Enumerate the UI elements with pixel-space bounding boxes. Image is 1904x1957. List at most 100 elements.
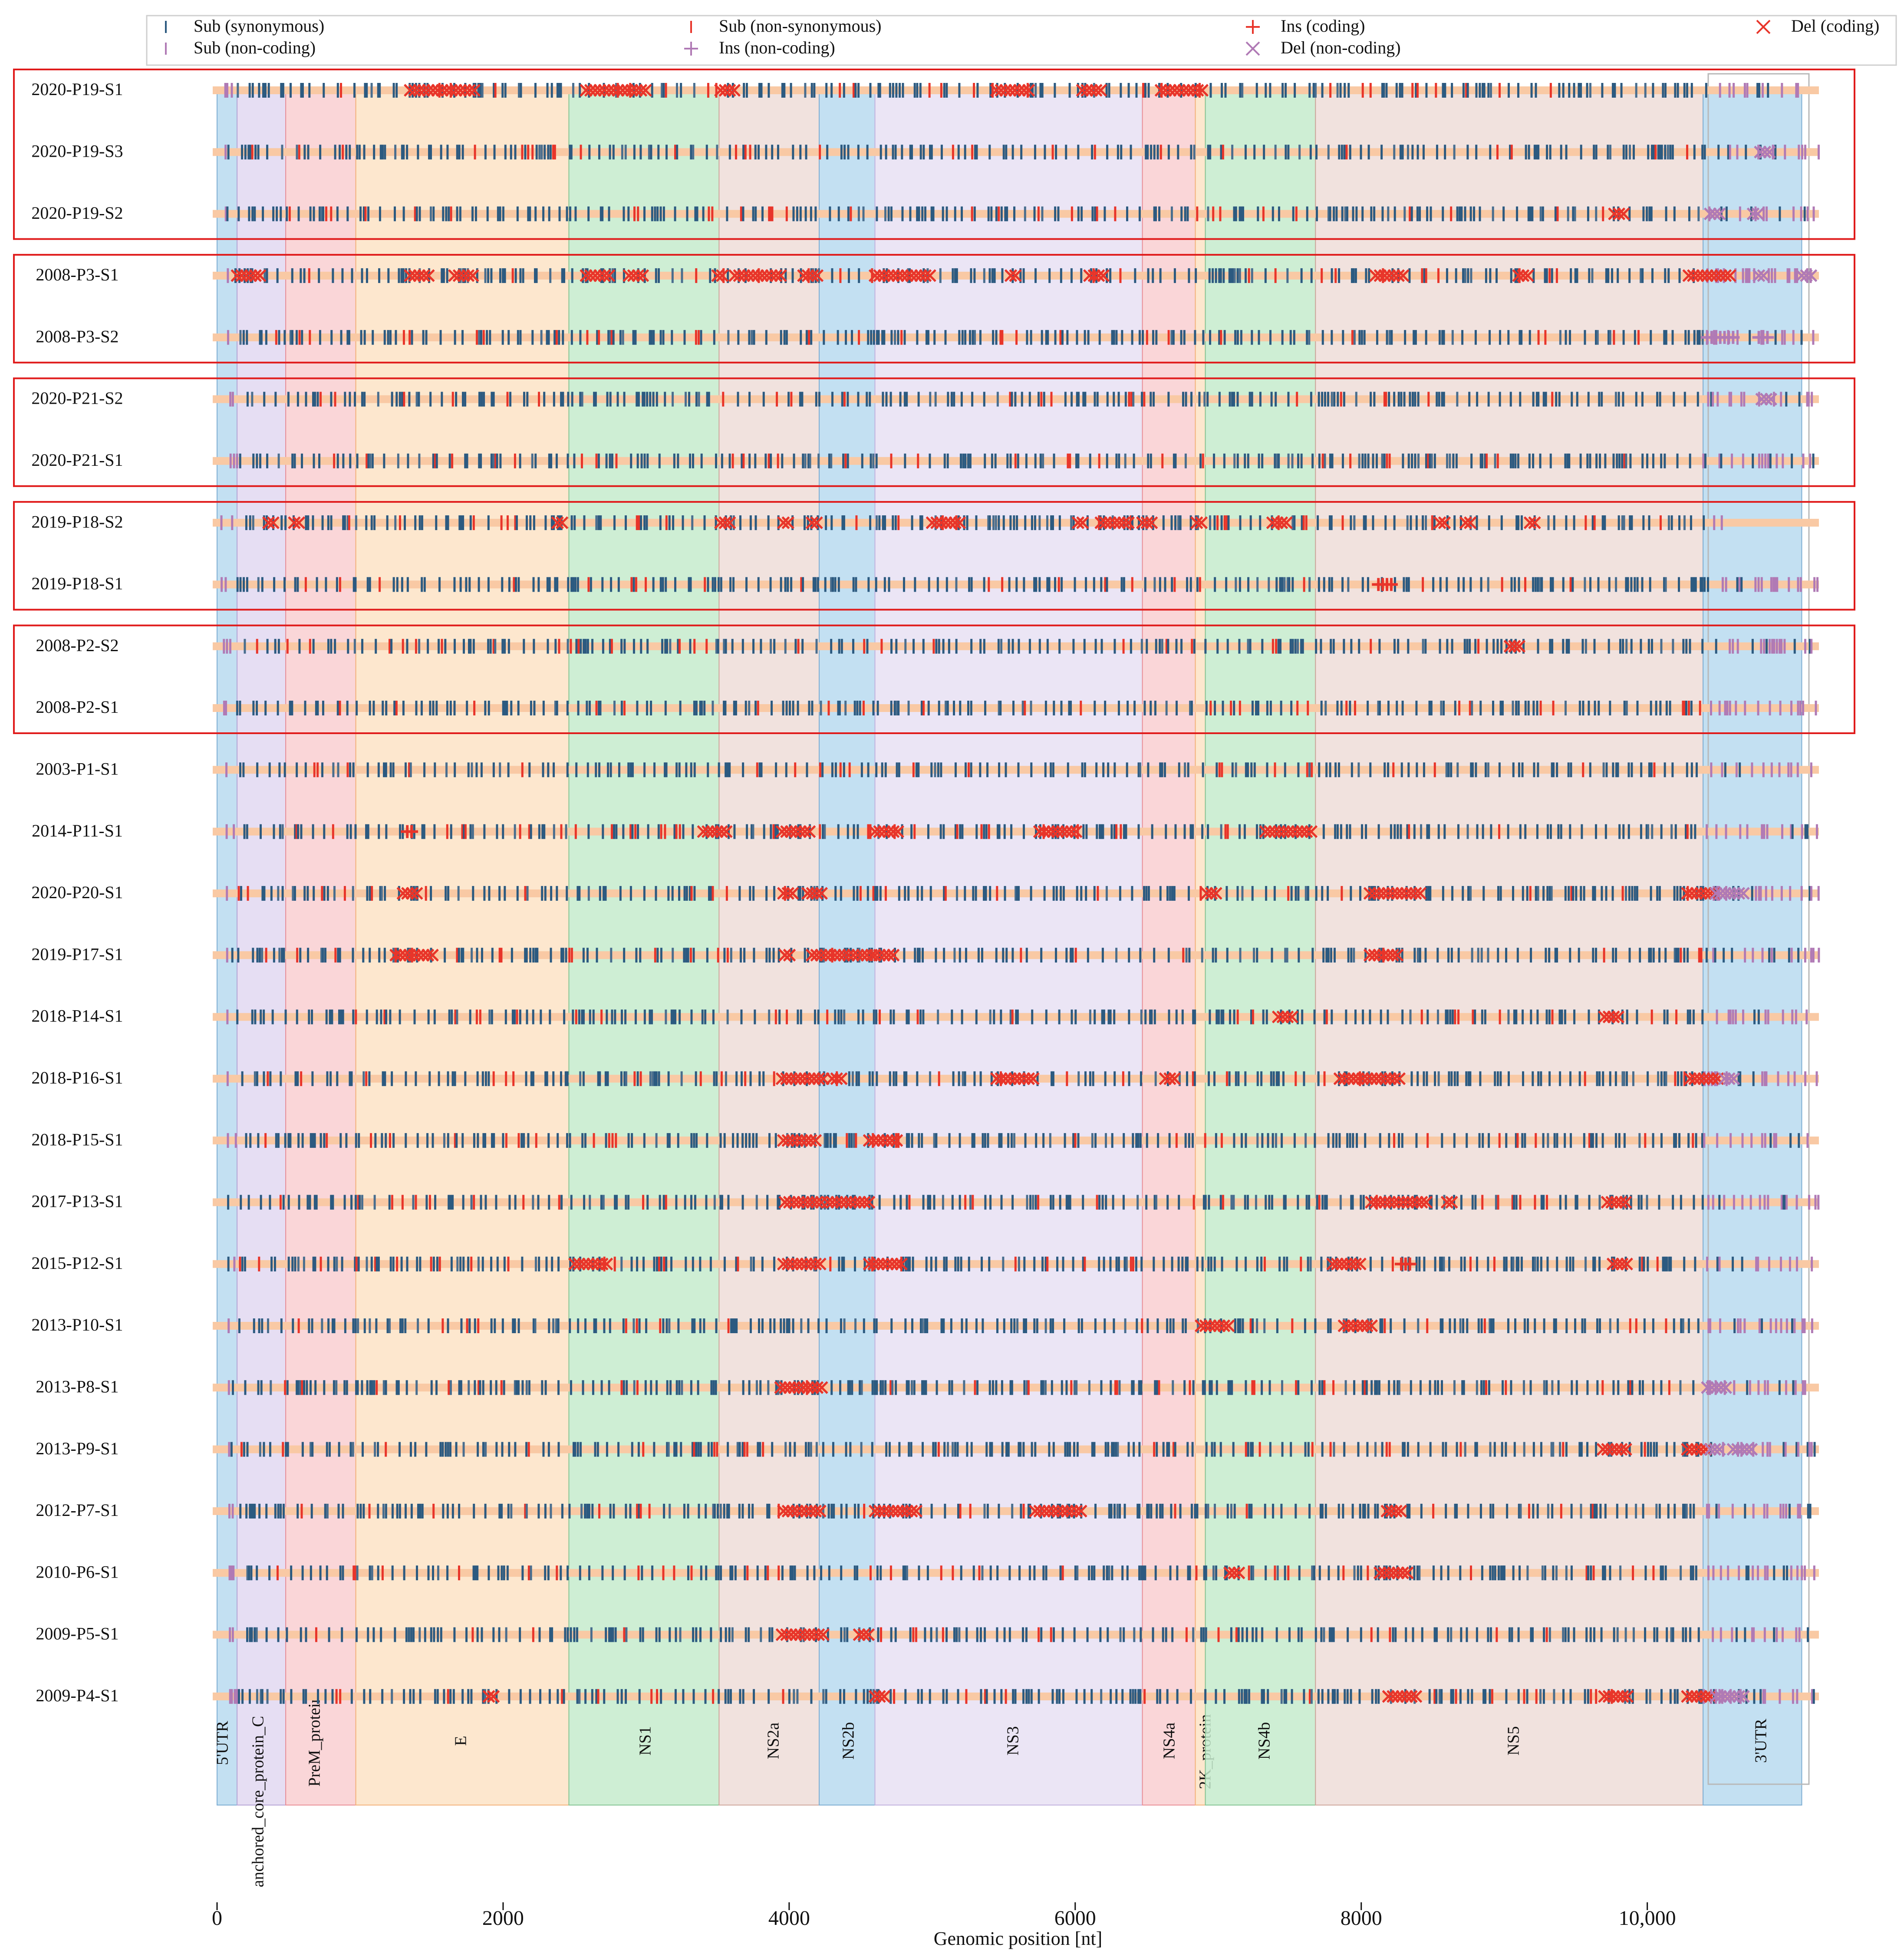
deletion-marker (1013, 1072, 1026, 1085)
deletion-marker (1377, 949, 1390, 962)
deletion-marker (797, 269, 810, 282)
deletion-marker (593, 269, 606, 282)
deletion-marker (1051, 825, 1064, 838)
deletion-marker (584, 84, 597, 97)
deletion-marker (1047, 825, 1060, 838)
region-label: anchored_core_protein_C (249, 1716, 267, 1888)
region-ns1 (568, 89, 720, 1805)
deletion-marker (1723, 887, 1736, 900)
sample-label: 2014-P11-S1 (32, 821, 123, 840)
deletion-marker (1090, 84, 1103, 97)
deletion-marker (1383, 269, 1396, 282)
deletion-marker (1347, 1072, 1360, 1085)
deletion-marker (873, 825, 886, 838)
deletion-marker (1363, 949, 1377, 962)
deletion-marker (1004, 269, 1018, 282)
deletion-marker (733, 269, 746, 282)
deletion-marker (413, 269, 426, 282)
sample-label: 2019-P17-S1 (31, 944, 123, 964)
deletion-marker (1691, 269, 1705, 282)
deletion-marker (1718, 1072, 1731, 1085)
deletion-marker (819, 949, 832, 962)
sample-track: 2018-P16-S1 (31, 1068, 1819, 1087)
deletion-marker (634, 84, 648, 97)
insertion-marker (1384, 578, 1398, 591)
deletion-marker (1602, 1010, 1616, 1024)
deletion-marker (1388, 1072, 1401, 1085)
sample-label: 2018-P14-S1 (31, 1006, 123, 1026)
deletion-marker (1681, 887, 1694, 900)
deletion-marker (701, 825, 715, 838)
deletion-marker (886, 825, 900, 838)
deletion-marker (1338, 1072, 1351, 1085)
deletion-marker (1708, 207, 1721, 221)
deletion-marker (1379, 1072, 1392, 1085)
deletion-marker (607, 84, 620, 97)
deletion-marker (1372, 949, 1386, 962)
region-label: E (452, 1736, 470, 1746)
deletion-marker (292, 516, 306, 529)
deletion-marker (853, 1196, 866, 1209)
deletion-marker (452, 269, 466, 282)
deletion-marker (1516, 269, 1530, 282)
deletion-marker (244, 269, 257, 282)
deletion-marker (1512, 269, 1525, 282)
deletion-marker (1390, 949, 1404, 962)
deletion-marker (1384, 1072, 1397, 1085)
region-label: NS5 (1505, 1726, 1523, 1756)
deletion-marker (1272, 825, 1286, 838)
deletion-marker (919, 269, 932, 282)
deletion-marker (786, 887, 799, 900)
deletion-marker (431, 84, 444, 97)
deletion-marker (1342, 1072, 1356, 1085)
deletion-marker (1619, 1196, 1632, 1209)
deletion-marker (849, 1196, 862, 1209)
deletion-marker (1395, 887, 1409, 900)
deletion-marker (1383, 1196, 1396, 1209)
deletion-marker (795, 1134, 808, 1147)
sample-track: 2018-P15-S1 (31, 1130, 1819, 1149)
deletion-marker (1122, 516, 1135, 529)
deletion-marker (805, 949, 819, 962)
deletion-marker (756, 269, 769, 282)
deletion-marker (404, 269, 417, 282)
deletion-marker (830, 1196, 843, 1209)
deletion-marker (422, 269, 435, 282)
deletion-marker (835, 1072, 848, 1085)
deletion-marker (1038, 825, 1051, 838)
deletion-marker (417, 269, 431, 282)
deletion-marker (810, 516, 823, 529)
deletion-marker (1719, 887, 1732, 900)
deletion-marker (1356, 1072, 1369, 1085)
deletion-marker (711, 269, 724, 282)
deletion-marker (809, 1134, 822, 1147)
sample-track: 2019-P18-S1 (31, 574, 1819, 593)
deletion-marker (786, 1134, 799, 1147)
deletion-marker (1163, 1072, 1176, 1085)
region-ns4a (1142, 89, 1196, 1805)
deletion-marker (1759, 392, 1773, 406)
deletion-marker (396, 887, 410, 900)
deletion-marker (1754, 145, 1767, 159)
deletion-marker (1732, 887, 1746, 900)
deletion-marker (616, 84, 629, 97)
deletion-marker (1445, 1196, 1458, 1209)
deletion-marker (990, 84, 1003, 97)
deletion-marker (1723, 269, 1736, 282)
insertion-marker (1761, 331, 1774, 344)
deletion-marker (1304, 825, 1318, 838)
deletion-marker (787, 1196, 800, 1209)
sample-label: 2015-P12-S1 (31, 1253, 123, 1273)
deletion-marker (1281, 825, 1295, 838)
deletion-marker (602, 84, 616, 97)
deletion-marker (806, 887, 819, 900)
deletion-marker (789, 825, 802, 838)
deletion-marker (589, 84, 602, 97)
deletion-marker (1703, 207, 1717, 221)
deletion-marker (1369, 1196, 1383, 1209)
deletion-marker (844, 1196, 857, 1209)
deletion-marker (858, 1196, 871, 1209)
sample-label: 2018-P16-S1 (31, 1068, 123, 1087)
deletion-marker (1271, 516, 1284, 529)
